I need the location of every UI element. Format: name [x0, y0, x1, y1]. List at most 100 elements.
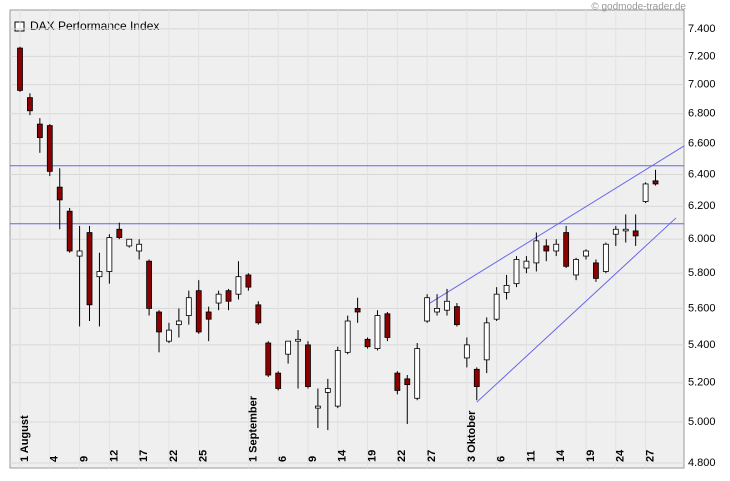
x-tick-label: 6: [277, 456, 289, 462]
candle-body: [364, 338, 371, 348]
y-tick-label: 7.400: [688, 23, 716, 35]
y-tick-label: 4.800: [688, 457, 716, 469]
x-tick-label: 19: [585, 450, 597, 462]
candle-body: [106, 237, 113, 272]
candle-body: [295, 338, 301, 342]
y-tick-label: 7.000: [688, 79, 716, 91]
x-tick-label: 1 September: [247, 395, 259, 462]
candle-body: [573, 259, 579, 276]
candle-body: [434, 308, 440, 313]
candle-body: [215, 293, 222, 304]
candle-body: [116, 228, 123, 238]
x-tick-label: 12: [108, 450, 120, 462]
x-tick-label: 17: [138, 450, 150, 462]
candle-body: [632, 230, 639, 237]
x-tick-label: 27: [644, 450, 656, 462]
candle-body: [414, 348, 421, 399]
candle-body: [156, 311, 162, 333]
y-tick-label: 6.000: [688, 233, 716, 245]
y-tick-label: 6.200: [688, 200, 716, 212]
candle-body: [76, 250, 83, 257]
candle-body: [66, 210, 73, 252]
candle-body: [36, 123, 43, 138]
candle-body: [424, 297, 431, 322]
candle-body: [126, 238, 133, 247]
x-tick-label: 1 August: [19, 415, 31, 462]
candle-body: [46, 125, 53, 172]
candle-body: [255, 304, 262, 324]
candle-body: [225, 290, 232, 302]
candle-body: [27, 97, 33, 112]
candle-body: [56, 186, 63, 201]
candle-body: [136, 243, 143, 252]
candle-body: [563, 232, 570, 267]
candle-body: [652, 180, 659, 185]
candle-body: [86, 232, 93, 306]
candle-body: [195, 290, 202, 333]
y-tick-label: 6.600: [688, 138, 716, 150]
x-tick-label: 9: [78, 456, 90, 462]
candle-body: [583, 250, 589, 257]
trend-line: [476, 217, 677, 403]
x-tick-label: 24: [615, 449, 627, 462]
candle-body: [305, 344, 311, 387]
candle-body: [612, 228, 619, 235]
x-tick-label: 11: [525, 450, 537, 462]
candle-body: [473, 368, 480, 387]
candle-body: [314, 405, 321, 409]
candle-body: [483, 322, 490, 361]
x-tick-label: 14: [337, 449, 349, 462]
candle-body: [344, 320, 351, 353]
trend-line: [426, 145, 685, 306]
candle-body: [384, 313, 391, 338]
candle-body: [394, 372, 401, 391]
candle-body: [324, 388, 331, 393]
candle-body: [146, 260, 152, 309]
candle-body: [205, 311, 212, 320]
chart-title: DAX Performance Index: [30, 19, 159, 33]
y-tick-label: 5.000: [688, 416, 716, 428]
x-tick-label: 22: [168, 450, 180, 462]
y-tick-label: 6.800: [688, 108, 716, 120]
candle-body: [523, 260, 530, 269]
y-tick-label: 5.600: [688, 302, 716, 314]
candle-body: [275, 372, 282, 389]
candle-body: [166, 329, 172, 342]
x-tick-label: 25: [198, 450, 210, 462]
candle-body: [454, 306, 460, 326]
candle-body: [374, 315, 381, 349]
x-tick-label: 27: [426, 450, 438, 462]
candle-body: [533, 240, 540, 264]
candle-body: [513, 259, 520, 285]
candle-body: [553, 243, 560, 252]
candle-body: [463, 344, 470, 359]
candle-body: [602, 243, 609, 272]
candle-body: [622, 228, 629, 232]
x-tick-label: 22: [396, 450, 408, 462]
y-tick-label: 5.800: [688, 267, 716, 279]
candle-body: [642, 183, 649, 202]
candle-body: [185, 297, 192, 316]
candle-body: [96, 271, 103, 278]
x-tick-label: 4: [49, 455, 61, 462]
candle-body: [334, 350, 341, 407]
x-tick-label: 19: [366, 450, 378, 462]
candle-body: [245, 274, 252, 288]
credit: © godmode-trader.de: [591, 2, 686, 13]
candle-body: [493, 293, 500, 320]
candle-body: [444, 300, 450, 311]
y-tick-label: 5.400: [688, 339, 716, 351]
candle-body: [503, 284, 510, 293]
y-tick-label: 5.200: [688, 377, 716, 389]
x-tick-label: 14: [555, 449, 567, 462]
y-tick-label: 7.200: [688, 50, 716, 62]
candle-body: [543, 245, 550, 252]
candle-body: [354, 308, 361, 313]
x-tick-label: 9: [307, 456, 319, 462]
x-tick-label: 6: [496, 456, 508, 462]
y-tick-label: 6.400: [688, 168, 716, 180]
candle-body: [593, 262, 599, 279]
candle-body: [17, 47, 23, 91]
candle-body: [235, 276, 242, 295]
